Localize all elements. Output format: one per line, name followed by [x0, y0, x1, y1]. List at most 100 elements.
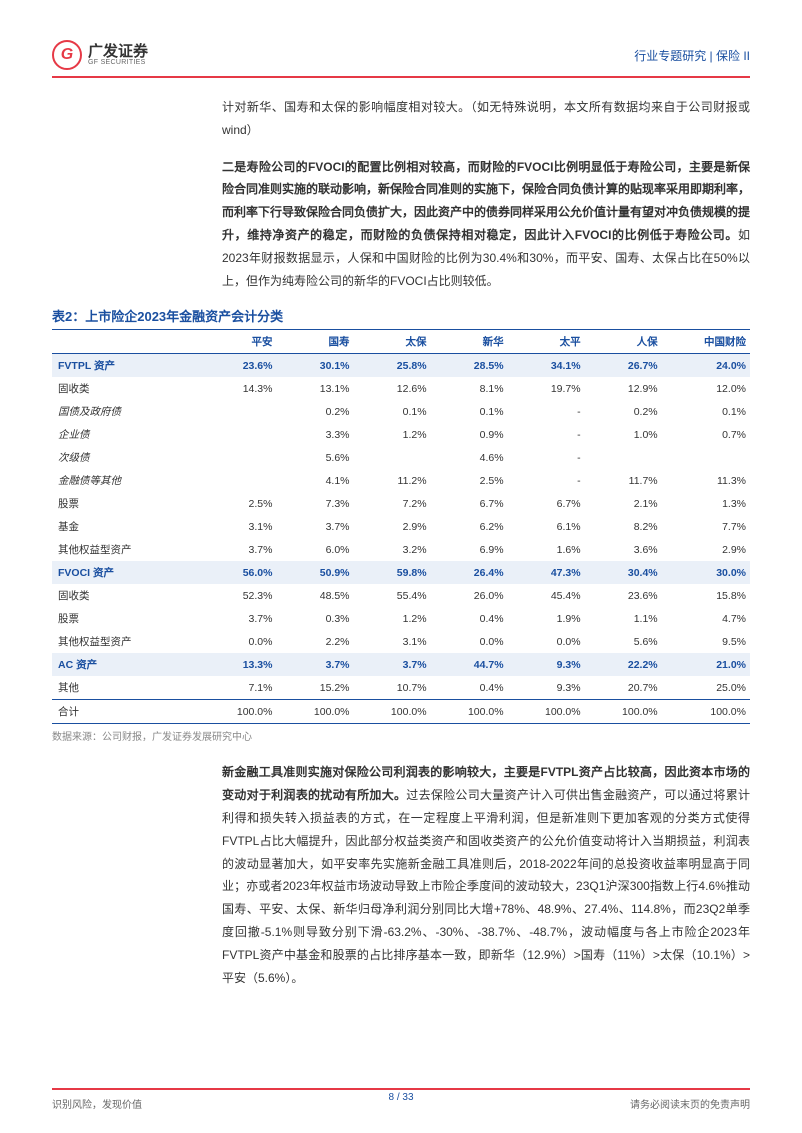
table-cell: 26.7%: [585, 354, 662, 378]
logo-cn: 广发证券: [88, 44, 148, 59]
table-col-header: [52, 330, 199, 354]
intro-para-2: 二是寿险公司的FVOCI的配置比例相对较高，而财险的FVOCI比例明显低于寿险公…: [222, 156, 750, 293]
table-cell: 0.4%: [431, 607, 508, 630]
table-cell: [199, 423, 276, 446]
table-cell: -: [508, 400, 585, 423]
table-cell: 9.5%: [662, 630, 750, 653]
table-cell: 12.0%: [662, 377, 750, 400]
table-cell: 11.3%: [662, 469, 750, 492]
table-cell: 3.3%: [276, 423, 353, 446]
table-cell: 0.0%: [508, 630, 585, 653]
table-cell: 2.9%: [354, 515, 431, 538]
table-cell: -: [508, 469, 585, 492]
table-cell: 0.3%: [276, 607, 353, 630]
page-number: 8 / 33: [52, 1092, 750, 1103]
table-cell: 44.7%: [431, 653, 508, 676]
table-cell: 100.0%: [431, 700, 508, 724]
table-cell: 47.3%: [508, 561, 585, 584]
table-body: FVTPL 资产23.6%30.1%25.8%28.5%34.1%26.7%24…: [52, 354, 750, 724]
table-cell: 52.3%: [199, 584, 276, 607]
table-cell: -: [508, 423, 585, 446]
table-col-header: 国寿: [276, 330, 353, 354]
table-cell: 0.9%: [431, 423, 508, 446]
table-cell: 1.2%: [354, 607, 431, 630]
table-cell: 12.6%: [354, 377, 431, 400]
table-cell: 2.1%: [585, 492, 662, 515]
table-cell: 3.2%: [354, 538, 431, 561]
table-cell: 13.3%: [199, 653, 276, 676]
table-row: 其他权益型资产0.0%2.2%3.1%0.0%0.0%5.6%9.5%: [52, 630, 750, 653]
table-cell: 3.7%: [276, 653, 353, 676]
table-cell: 1.2%: [354, 423, 431, 446]
table-col-header: 新华: [431, 330, 508, 354]
table-cell: 6.7%: [431, 492, 508, 515]
table-cell: 4.1%: [276, 469, 353, 492]
table-row: 其他权益型资产3.7%6.0%3.2%6.9%1.6%3.6%2.9%: [52, 538, 750, 561]
table-cell: 2.2%: [276, 630, 353, 653]
table-cell: 企业债: [52, 423, 199, 446]
table-cell: 34.1%: [508, 354, 585, 378]
table-cell: 19.7%: [508, 377, 585, 400]
table-title: 表2：上市险企2023年金融资产会计分类: [52, 306, 750, 325]
table-cell: 9.3%: [508, 676, 585, 700]
table-cell: 12.9%: [585, 377, 662, 400]
table-cell: 25.8%: [354, 354, 431, 378]
table-col-header: 太平: [508, 330, 585, 354]
table-cell: 1.0%: [585, 423, 662, 446]
table-row: AC 资产13.3%3.7%3.7%44.7%9.3%22.2%21.0%: [52, 653, 750, 676]
table-cell: 1.3%: [662, 492, 750, 515]
table-cell: 2.9%: [662, 538, 750, 561]
table-cell: 固收类: [52, 584, 199, 607]
table-cell: 100.0%: [662, 700, 750, 724]
body-para: 新金融工具准则实施对保险公司利润表的影响较大，主要是FVTPL资产占比较高，因此…: [222, 761, 750, 989]
table-cell: 其他权益型资产: [52, 630, 199, 653]
table-col-header: 人保: [585, 330, 662, 354]
table-row: 企业债 3.3%1.2%0.9%-1.0%0.7%: [52, 423, 750, 446]
table-cell: 6.0%: [276, 538, 353, 561]
table-cell: 0.7%: [662, 423, 750, 446]
table-row: 固收类52.3%48.5%55.4%26.0%45.4%23.6%15.8%: [52, 584, 750, 607]
table-cell: [199, 469, 276, 492]
table-cell: 0.2%: [276, 400, 353, 423]
table-cell: 50.9%: [276, 561, 353, 584]
table-cell: 13.1%: [276, 377, 353, 400]
table-cell: 100.0%: [508, 700, 585, 724]
intro-para-1: 计对新华、国寿和太保的影响幅度相对较大。（如无特殊说明，本文所有数据均来自于公司…: [222, 96, 750, 142]
table-cell: 其他权益型资产: [52, 538, 199, 561]
table-cell: 55.4%: [354, 584, 431, 607]
table-cell: 15.8%: [662, 584, 750, 607]
table-cell: 100.0%: [354, 700, 431, 724]
table-cell: 4.7%: [662, 607, 750, 630]
table-cell: [199, 446, 276, 469]
table-cell: 23.6%: [585, 584, 662, 607]
table-row: FVOCI 资产56.0%50.9%59.8%26.4%47.3%30.4%30…: [52, 561, 750, 584]
table-cell: 6.2%: [431, 515, 508, 538]
table-cell: 15.2%: [276, 676, 353, 700]
logo: G 广发证券 GF SECURITIES: [52, 40, 148, 70]
table-cell: 6.1%: [508, 515, 585, 538]
table-cell: AC 资产: [52, 653, 199, 676]
table-cell: 3.7%: [276, 515, 353, 538]
table-row: 金融债等其他4.1%11.2%2.5%-11.7%11.3%: [52, 469, 750, 492]
table-cell: 其他: [52, 676, 199, 700]
table-cell: 0.2%: [585, 400, 662, 423]
table-cell: 7.3%: [276, 492, 353, 515]
table-cell: 45.4%: [508, 584, 585, 607]
table-cell: 20.7%: [585, 676, 662, 700]
table-cell: 0.1%: [662, 400, 750, 423]
table-row: 次级债5.6%4.6%-: [52, 446, 750, 469]
table-cell: 30.4%: [585, 561, 662, 584]
table-cell: 3.1%: [354, 630, 431, 653]
table-cell: 30.0%: [662, 561, 750, 584]
table-cell: 固收类: [52, 377, 199, 400]
table-cell: 0.4%: [431, 676, 508, 700]
table-cell: 26.0%: [431, 584, 508, 607]
table-cell: 8.1%: [431, 377, 508, 400]
table-cell: 100.0%: [585, 700, 662, 724]
table-cell: 股票: [52, 607, 199, 630]
table-cell: 1.6%: [508, 538, 585, 561]
table-col-header: 太保: [354, 330, 431, 354]
table-cell: 7.1%: [199, 676, 276, 700]
table-col-header: 中国财险: [662, 330, 750, 354]
table-row: FVTPL 资产23.6%30.1%25.8%28.5%34.1%26.7%24…: [52, 354, 750, 378]
